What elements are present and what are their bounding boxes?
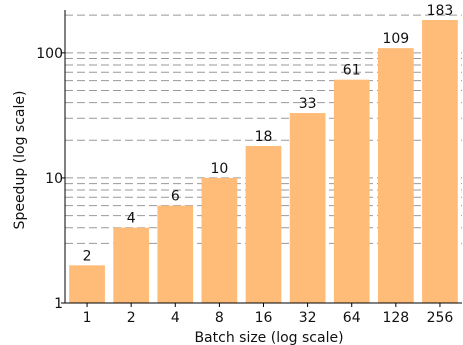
- data-label-1: 2: [83, 248, 92, 264]
- y-axis-label: Speedup (log scale): [12, 91, 28, 230]
- x-tick-label-16: 16: [255, 310, 273, 326]
- data-label-128: 109: [382, 31, 409, 47]
- y-tick-label-1: 1: [54, 296, 63, 312]
- bar-32: [289, 113, 326, 303]
- x-tick-label-128: 128: [382, 310, 409, 326]
- data-labels: 2 4 6 10 18 33 61 109 183: [83, 3, 454, 264]
- x-tick-label-64: 64: [343, 310, 361, 326]
- bar-64: [333, 79, 370, 303]
- bars: [69, 20, 458, 304]
- data-label-64: 61: [343, 63, 361, 79]
- y-tick-label-10: 10: [45, 171, 63, 187]
- bar-256: [422, 20, 458, 304]
- data-label-256: 183: [427, 3, 454, 19]
- x-tick-label-4: 4: [171, 310, 180, 326]
- data-label-4: 6: [171, 189, 180, 205]
- x-tick-label-8: 8: [215, 310, 224, 326]
- y-tick-label-100: 100: [36, 46, 63, 62]
- bar-8: [201, 177, 238, 303]
- x-tick-label-2: 2: [127, 310, 136, 326]
- data-label-32: 33: [299, 96, 317, 112]
- data-label-2: 4: [127, 211, 136, 227]
- x-tick-label-32: 32: [299, 310, 317, 326]
- data-label-8: 10: [210, 161, 228, 177]
- x-tick-label-256: 256: [427, 310, 454, 326]
- data-label-16: 18: [255, 129, 273, 145]
- bar-1: [69, 265, 105, 303]
- x-axis-label: Batch size (log scale): [194, 330, 343, 345]
- x-tick-label-1: 1: [83, 310, 92, 326]
- bar-4: [157, 205, 194, 303]
- bar-16: [245, 145, 282, 303]
- bar-2: [113, 227, 150, 303]
- bar-128: [377, 48, 414, 304]
